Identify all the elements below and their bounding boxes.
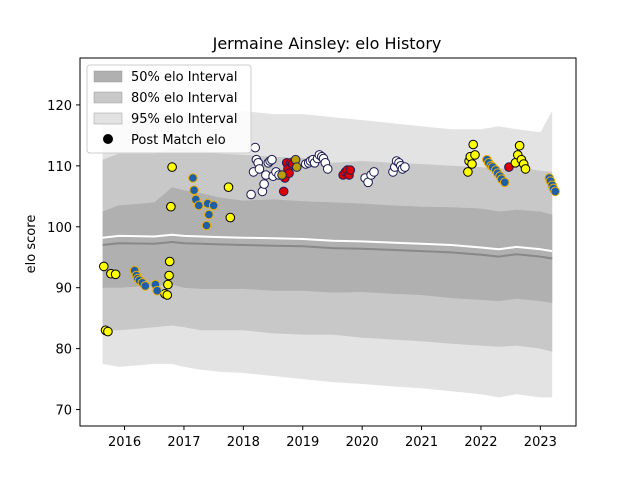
x-tick-label: 2022	[464, 435, 497, 450]
match-point	[204, 209, 214, 220]
band-50	[102, 187, 553, 303]
match-point	[223, 182, 234, 192]
match-point	[468, 139, 479, 150]
match-point	[292, 162, 302, 172]
y-axis-label: elo score	[24, 215, 39, 274]
match-point	[162, 290, 173, 300]
upper-white-line	[102, 233, 553, 253]
match-point	[110, 269, 121, 280]
match-point	[470, 150, 480, 160]
match-point	[140, 281, 151, 291]
match-point	[166, 201, 176, 212]
match-point	[504, 162, 514, 172]
y-axis-ticks: 70 80 90 100 110 120	[47, 99, 80, 419]
match-point	[345, 165, 356, 175]
match-point	[163, 279, 173, 290]
match-point	[467, 159, 477, 169]
match-point	[164, 270, 174, 281]
legend-swatch	[93, 91, 123, 104]
match-point	[188, 173, 198, 183]
legend-marker	[103, 134, 113, 144]
match-point	[250, 142, 260, 153]
match-point	[254, 164, 265, 174]
match-point	[259, 179, 269, 189]
mean-elo-line	[102, 233, 553, 260]
match-point	[189, 185, 199, 195]
match-point	[246, 189, 256, 200]
match-point	[194, 200, 204, 211]
x-tick-label: 2017	[167, 435, 200, 450]
x-tick-label: 2021	[405, 435, 438, 450]
match-point	[369, 167, 379, 177]
match-point	[514, 140, 525, 151]
match-point	[550, 186, 561, 197]
chart-title: Jermaine Ainsley: elo History	[212, 34, 442, 53]
legend-swatch	[93, 70, 123, 83]
legend-swatch	[93, 112, 123, 125]
x-tick-label: 2019	[286, 435, 319, 450]
legend-label: Post Match elo	[131, 133, 226, 148]
y-tick-label: 90	[55, 282, 72, 297]
match-point	[322, 164, 333, 174]
x-tick-label: 2018	[227, 435, 260, 450]
match-point	[400, 162, 410, 172]
match-point	[267, 154, 277, 165]
x-tick-label: 2023	[524, 435, 557, 450]
match-point	[99, 261, 109, 272]
match-point	[499, 177, 510, 188]
mean-line	[102, 240, 553, 260]
legend-label: 50% elo Interval	[131, 70, 238, 85]
y-tick-label: 100	[47, 221, 72, 236]
y-tick-label: 110	[47, 160, 72, 175]
y-tick-label: 120	[47, 99, 72, 114]
match-point	[278, 186, 289, 197]
x-tick-label: 2020	[346, 435, 379, 450]
y-tick-label: 70	[55, 404, 72, 419]
match-point	[277, 170, 287, 180]
y-tick-label: 80	[55, 343, 72, 358]
match-point	[208, 200, 219, 211]
match-point	[152, 285, 162, 296]
match-point	[167, 162, 177, 172]
interval-bands	[102, 111, 553, 398]
post-match-points	[99, 139, 561, 337]
match-point	[164, 256, 175, 267]
legend: 50% elo Interval 80% elo Interval 95% elo …	[86, 64, 252, 154]
match-point	[103, 326, 113, 337]
match-point	[201, 220, 212, 231]
legend-label: 95% elo Interval	[131, 112, 238, 127]
legend-label: 80% elo Interval	[131, 91, 238, 106]
x-tick-label: 2016	[108, 435, 141, 450]
x-axis-ticks: 2016 2017 2018 2019 2020 2021 2022 2023	[108, 426, 557, 450]
legend-box	[86, 64, 252, 154]
plot-frame	[79, 57, 577, 427]
match-point	[463, 167, 473, 177]
match-point	[520, 164, 531, 174]
match-point	[225, 212, 236, 223]
